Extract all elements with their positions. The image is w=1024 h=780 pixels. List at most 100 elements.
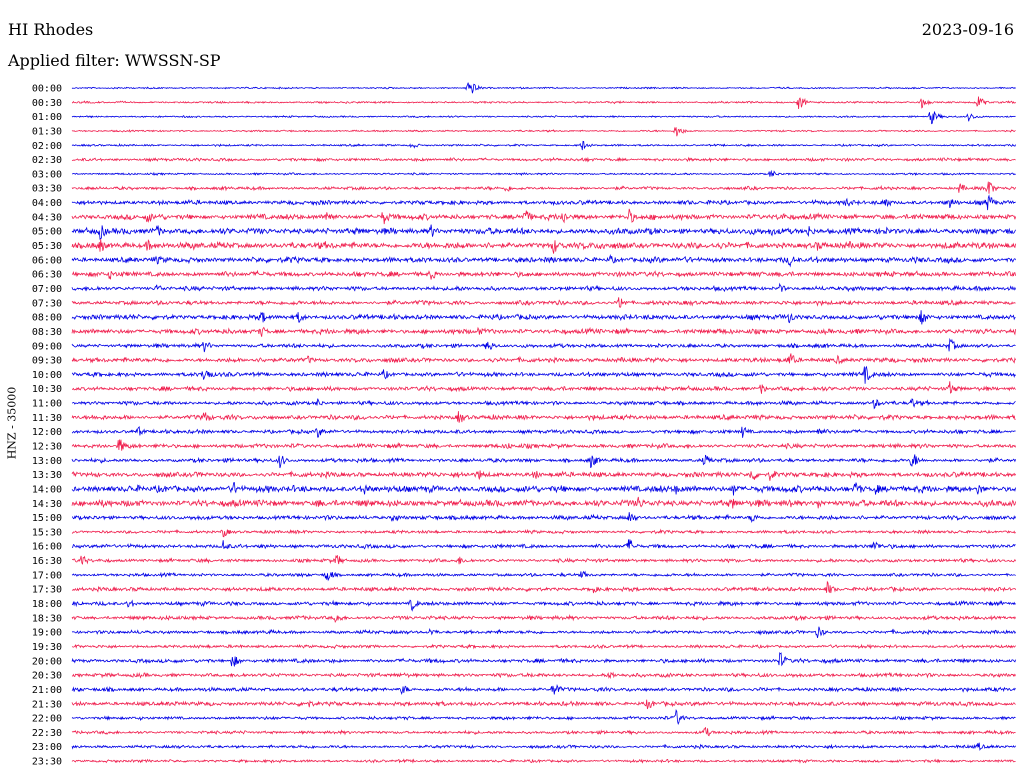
- trace-line: [71, 454, 1016, 469]
- time-tick-label: 17:00: [32, 570, 62, 581]
- trace-line: [71, 626, 1016, 638]
- trace-line: [71, 709, 1016, 725]
- trace-line: [71, 580, 1016, 594]
- trace-line: [71, 411, 1016, 423]
- time-tick-label: 10:30: [32, 384, 62, 395]
- time-tick-label: 09:30: [32, 356, 62, 367]
- trace-line: [71, 326, 1016, 337]
- time-tick-label: 12:00: [32, 427, 62, 438]
- time-tick-label: 19:30: [32, 642, 62, 653]
- trace-line: [71, 381, 1016, 394]
- trace-line: [71, 181, 1016, 194]
- date-label: 2023-09-16: [921, 20, 1014, 39]
- trace-line: [71, 140, 1016, 151]
- trace-line: [71, 652, 1016, 667]
- time-tick-label: 14:00: [32, 484, 62, 495]
- trace-line: [71, 297, 1016, 309]
- station-title: HI Rhodes: [8, 20, 94, 39]
- time-tick-label: 02:30: [32, 155, 62, 166]
- trace-line: [71, 337, 1016, 353]
- trace-line: [71, 742, 1016, 751]
- time-tick-label: 21:30: [32, 699, 62, 710]
- time-tick-label: 21:00: [32, 685, 62, 696]
- trace-line: [71, 671, 1016, 680]
- time-tick-label: 01:30: [32, 126, 62, 137]
- time-tick-label: 16:30: [32, 556, 62, 567]
- time-tick-label: 07:30: [32, 298, 62, 309]
- trace-line: [71, 82, 1016, 94]
- trace-line: [71, 555, 1016, 565]
- filter-label: Applied filter: WWSSN-SP: [8, 51, 221, 70]
- trace-line: [71, 570, 1016, 582]
- trace-line: [71, 599, 1016, 612]
- time-tick-label: 08:30: [32, 327, 62, 338]
- trace-line: [71, 126, 1016, 137]
- time-tick-label: 11:30: [32, 413, 62, 424]
- trace-line: [71, 512, 1016, 523]
- trace-line: [71, 426, 1016, 438]
- time-tick-label: 07:00: [32, 284, 62, 295]
- time-tick-label: 16:00: [32, 542, 62, 553]
- trace-line: [71, 398, 1016, 410]
- time-tick-label: 22:30: [32, 728, 62, 739]
- time-tick-label: 22:00: [32, 714, 62, 725]
- trace-line: [71, 224, 1016, 240]
- time-tick-label: 04:00: [32, 198, 62, 209]
- time-tick-label: 23:30: [32, 757, 62, 768]
- trace-line: [71, 353, 1016, 365]
- trace-line: [71, 269, 1016, 280]
- time-tick-label: 03:00: [32, 169, 62, 180]
- time-tick-label: 13:00: [32, 456, 62, 467]
- time-tick-label: 17:30: [32, 585, 62, 596]
- trace-line: [71, 208, 1016, 225]
- time-tick-label: 12:30: [32, 442, 62, 453]
- time-tick-label: 00:30: [32, 98, 62, 109]
- trace-line: [71, 539, 1016, 550]
- trace-line: [71, 683, 1016, 695]
- time-tick-label: 18:00: [32, 599, 62, 610]
- trace-line: [71, 496, 1016, 509]
- time-tick-label: 11:00: [32, 399, 62, 410]
- time-tick-label: 23:00: [32, 742, 62, 753]
- trace-line: [71, 699, 1016, 710]
- trace-line: [71, 111, 1016, 125]
- trace-line: [71, 96, 1016, 110]
- trace-line: [71, 727, 1016, 737]
- time-tick-label: 05:30: [32, 241, 62, 252]
- trace-line: [71, 194, 1016, 211]
- time-tick-label: 01:00: [32, 112, 62, 123]
- time-tick-label: 06:00: [32, 255, 62, 266]
- time-tick-label: 19:00: [32, 628, 62, 639]
- time-tick-label: 15:00: [32, 513, 62, 524]
- trace-line: [71, 239, 1016, 254]
- time-tick-label: 18:30: [32, 613, 62, 624]
- trace-line: [71, 310, 1016, 325]
- trace-line: [71, 253, 1016, 268]
- time-tick-label: 14:30: [32, 499, 62, 510]
- trace-line: [72, 169, 1016, 177]
- time-tick-label: 15:30: [32, 527, 62, 538]
- trace-line: [71, 528, 1016, 538]
- trace-line: [71, 758, 1016, 764]
- trace-line: [71, 470, 1016, 481]
- time-tick-label: 06:30: [32, 270, 62, 281]
- time-tick-label: 00:00: [32, 84, 62, 95]
- time-tick-label: 09:00: [32, 341, 62, 352]
- time-tick-label: 08:00: [32, 313, 62, 324]
- time-tick-label: 03:30: [32, 184, 62, 195]
- time-tick-label: 10:00: [32, 370, 62, 381]
- time-tick-label: 04:30: [32, 212, 62, 223]
- trace-line: [71, 439, 1016, 451]
- time-tick-label: 02:00: [32, 141, 62, 152]
- time-tick-label: 20:30: [32, 671, 62, 682]
- trace-line: [71, 156, 1016, 163]
- trace-line: [71, 614, 1016, 623]
- time-tick-label: 20:00: [32, 656, 62, 667]
- time-tick-label: 05:00: [32, 227, 62, 238]
- time-tick-label: 13:30: [32, 470, 62, 481]
- trace-line: [71, 482, 1016, 496]
- trace-line: [71, 365, 1016, 384]
- trace-line: [71, 282, 1016, 293]
- trace-line: [71, 643, 1016, 650]
